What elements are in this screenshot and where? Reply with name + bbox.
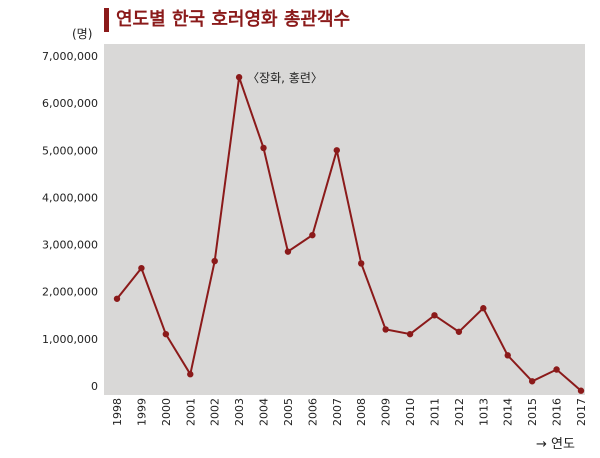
y-tick-label: 6,000,000 <box>42 97 98 110</box>
x-tick-label: 2006 <box>306 398 319 426</box>
x-tick-label: 2005 <box>282 398 295 426</box>
x-tick-label: 2009 <box>380 398 393 426</box>
data-point <box>309 231 316 239</box>
y-tick-label: 7,000,000 <box>42 50 98 63</box>
plot-area <box>104 44 585 395</box>
data-point <box>113 295 121 302</box>
data-point <box>406 330 414 338</box>
data-point <box>553 366 560 373</box>
x-tick-label: 2001 <box>184 398 197 426</box>
x-tick-label: 1999 <box>135 398 148 426</box>
data-point <box>260 144 267 152</box>
series-line <box>116 76 582 392</box>
y-tick-label: 1,000,000 <box>42 333 98 346</box>
x-tick-label: 2003 <box>233 398 246 426</box>
annotation-label: 〈장화, 홍련〉 <box>247 71 323 85</box>
y-tick-label: 3,000,000 <box>42 239 98 252</box>
data-point <box>577 387 585 394</box>
data-point <box>284 248 292 255</box>
x-tick-label: 2012 <box>453 398 466 426</box>
title-accent-bar <box>104 8 109 32</box>
data-point <box>187 371 194 378</box>
x-axis-ticks: 1998 1999 2000 2001 2002 2003 2004 2005 2006 2007… <box>111 398 588 426</box>
data-point <box>528 378 536 385</box>
x-tick-label: 1013 <box>477 398 490 426</box>
data-point <box>455 328 463 335</box>
y-axis-label: (명) <box>72 27 92 41</box>
x-axis-label: → 연도 <box>536 437 575 452</box>
data-point <box>431 312 438 319</box>
y-tick-label: 2,000,000 <box>42 286 98 299</box>
y-axis-ticks: 0 1,000,000 2,000,000 3,000,000 4,000,000 5,0… <box>42 50 98 393</box>
data-point <box>504 352 511 359</box>
y-tick-label: 4,000,000 <box>42 191 98 204</box>
x-tick-label: 2015 <box>526 398 539 426</box>
x-tick-label: 2017 <box>575 398 588 426</box>
data-point <box>358 260 365 267</box>
x-tick-label: 2011 <box>428 398 441 426</box>
y-tick-label: 5,000,000 <box>42 144 98 157</box>
y-tick-label: 0 <box>91 380 98 393</box>
x-tick-label: 2002 <box>209 398 222 426</box>
x-tick-label: 2000 <box>160 398 173 426</box>
x-tick-label: 2004 <box>258 398 271 426</box>
data-point <box>211 257 218 265</box>
x-tick-label: 2010 <box>404 398 417 426</box>
x-tick-label: 2014 <box>502 398 515 426</box>
data-point <box>333 147 340 154</box>
data-points <box>113 74 585 394</box>
data-point <box>235 74 243 81</box>
chart-title: 연도별 한국 호러영화 총관객수 <box>116 9 351 30</box>
data-point <box>480 305 487 312</box>
x-tick-label: 2008 <box>355 398 368 426</box>
x-tick-label: 2007 <box>331 398 344 426</box>
data-point <box>382 326 389 333</box>
x-tick-label: 1998 <box>111 398 124 426</box>
data-point <box>162 330 170 338</box>
x-tick-label: 2016 <box>551 398 564 426</box>
data-point <box>138 264 145 272</box>
